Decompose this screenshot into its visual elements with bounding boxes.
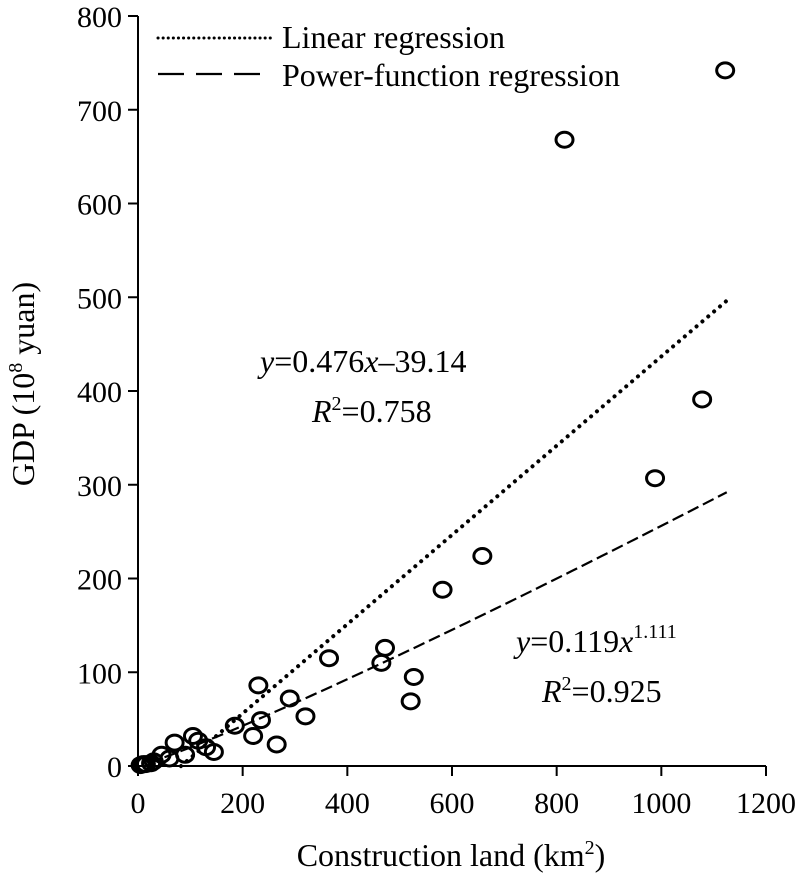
y-tick-label: 300 (77, 470, 122, 503)
data-point (375, 638, 396, 657)
data-point (224, 716, 245, 735)
data-point (554, 130, 575, 149)
data-point (371, 653, 392, 672)
data-points (130, 61, 736, 775)
data-point (248, 676, 269, 695)
data-point (279, 689, 300, 708)
linear-equation: y=0.476x–39.14 (257, 343, 466, 379)
data-point (472, 547, 493, 565)
data-point (243, 727, 264, 745)
power-r2: R2=0.925 (541, 673, 662, 709)
y-tick-label: 0 (107, 751, 122, 784)
data-point (645, 469, 666, 488)
y-tick-label: 600 (77, 189, 122, 222)
data-point (715, 61, 736, 80)
x-tick-label: 1000 (631, 787, 691, 820)
data-point (692, 390, 713, 409)
data-point (295, 707, 316, 726)
data-point (164, 733, 185, 752)
x-axis-title: Construction land (km2) (297, 837, 606, 873)
y-tick-label: 500 (77, 282, 122, 315)
data-point (432, 580, 453, 599)
x-tick-label: 0 (131, 787, 146, 820)
y-tick-label: 700 (77, 95, 122, 128)
x-tick-label: 600 (430, 787, 475, 820)
x-tick-label: 400 (325, 787, 370, 820)
y-tick-label: 400 (77, 376, 122, 409)
axis-ticks: 0 200 400 600 800 1000 1200 0 100 200 300 400 500 600… (77, 1, 796, 820)
data-point (403, 667, 424, 686)
legend-power-label: Power-function regression (282, 57, 620, 93)
y-tick-label: 200 (77, 564, 122, 597)
data-point (188, 731, 209, 750)
y-axis-title: GDP (108 yuan) (5, 282, 41, 486)
data-point (319, 649, 340, 668)
power-regression-line (148, 491, 728, 764)
data-point (130, 756, 151, 775)
legend: Linear regression Power-function regress… (156, 19, 620, 93)
legend-linear-label: Linear regression (282, 19, 505, 55)
data-point (250, 711, 271, 730)
x-tick-label: 800 (534, 787, 579, 820)
data-point (400, 692, 421, 711)
data-point (182, 727, 203, 745)
x-tick-label: 1200 (736, 787, 796, 820)
x-tick-label: 200 (220, 787, 265, 820)
power-equation: y=0.119x1.111 (513, 621, 677, 659)
y-tick-label: 800 (77, 1, 122, 34)
data-point (266, 735, 287, 754)
y-tick-label: 100 (77, 657, 122, 690)
linear-r2: R2=0.758 (311, 393, 432, 429)
